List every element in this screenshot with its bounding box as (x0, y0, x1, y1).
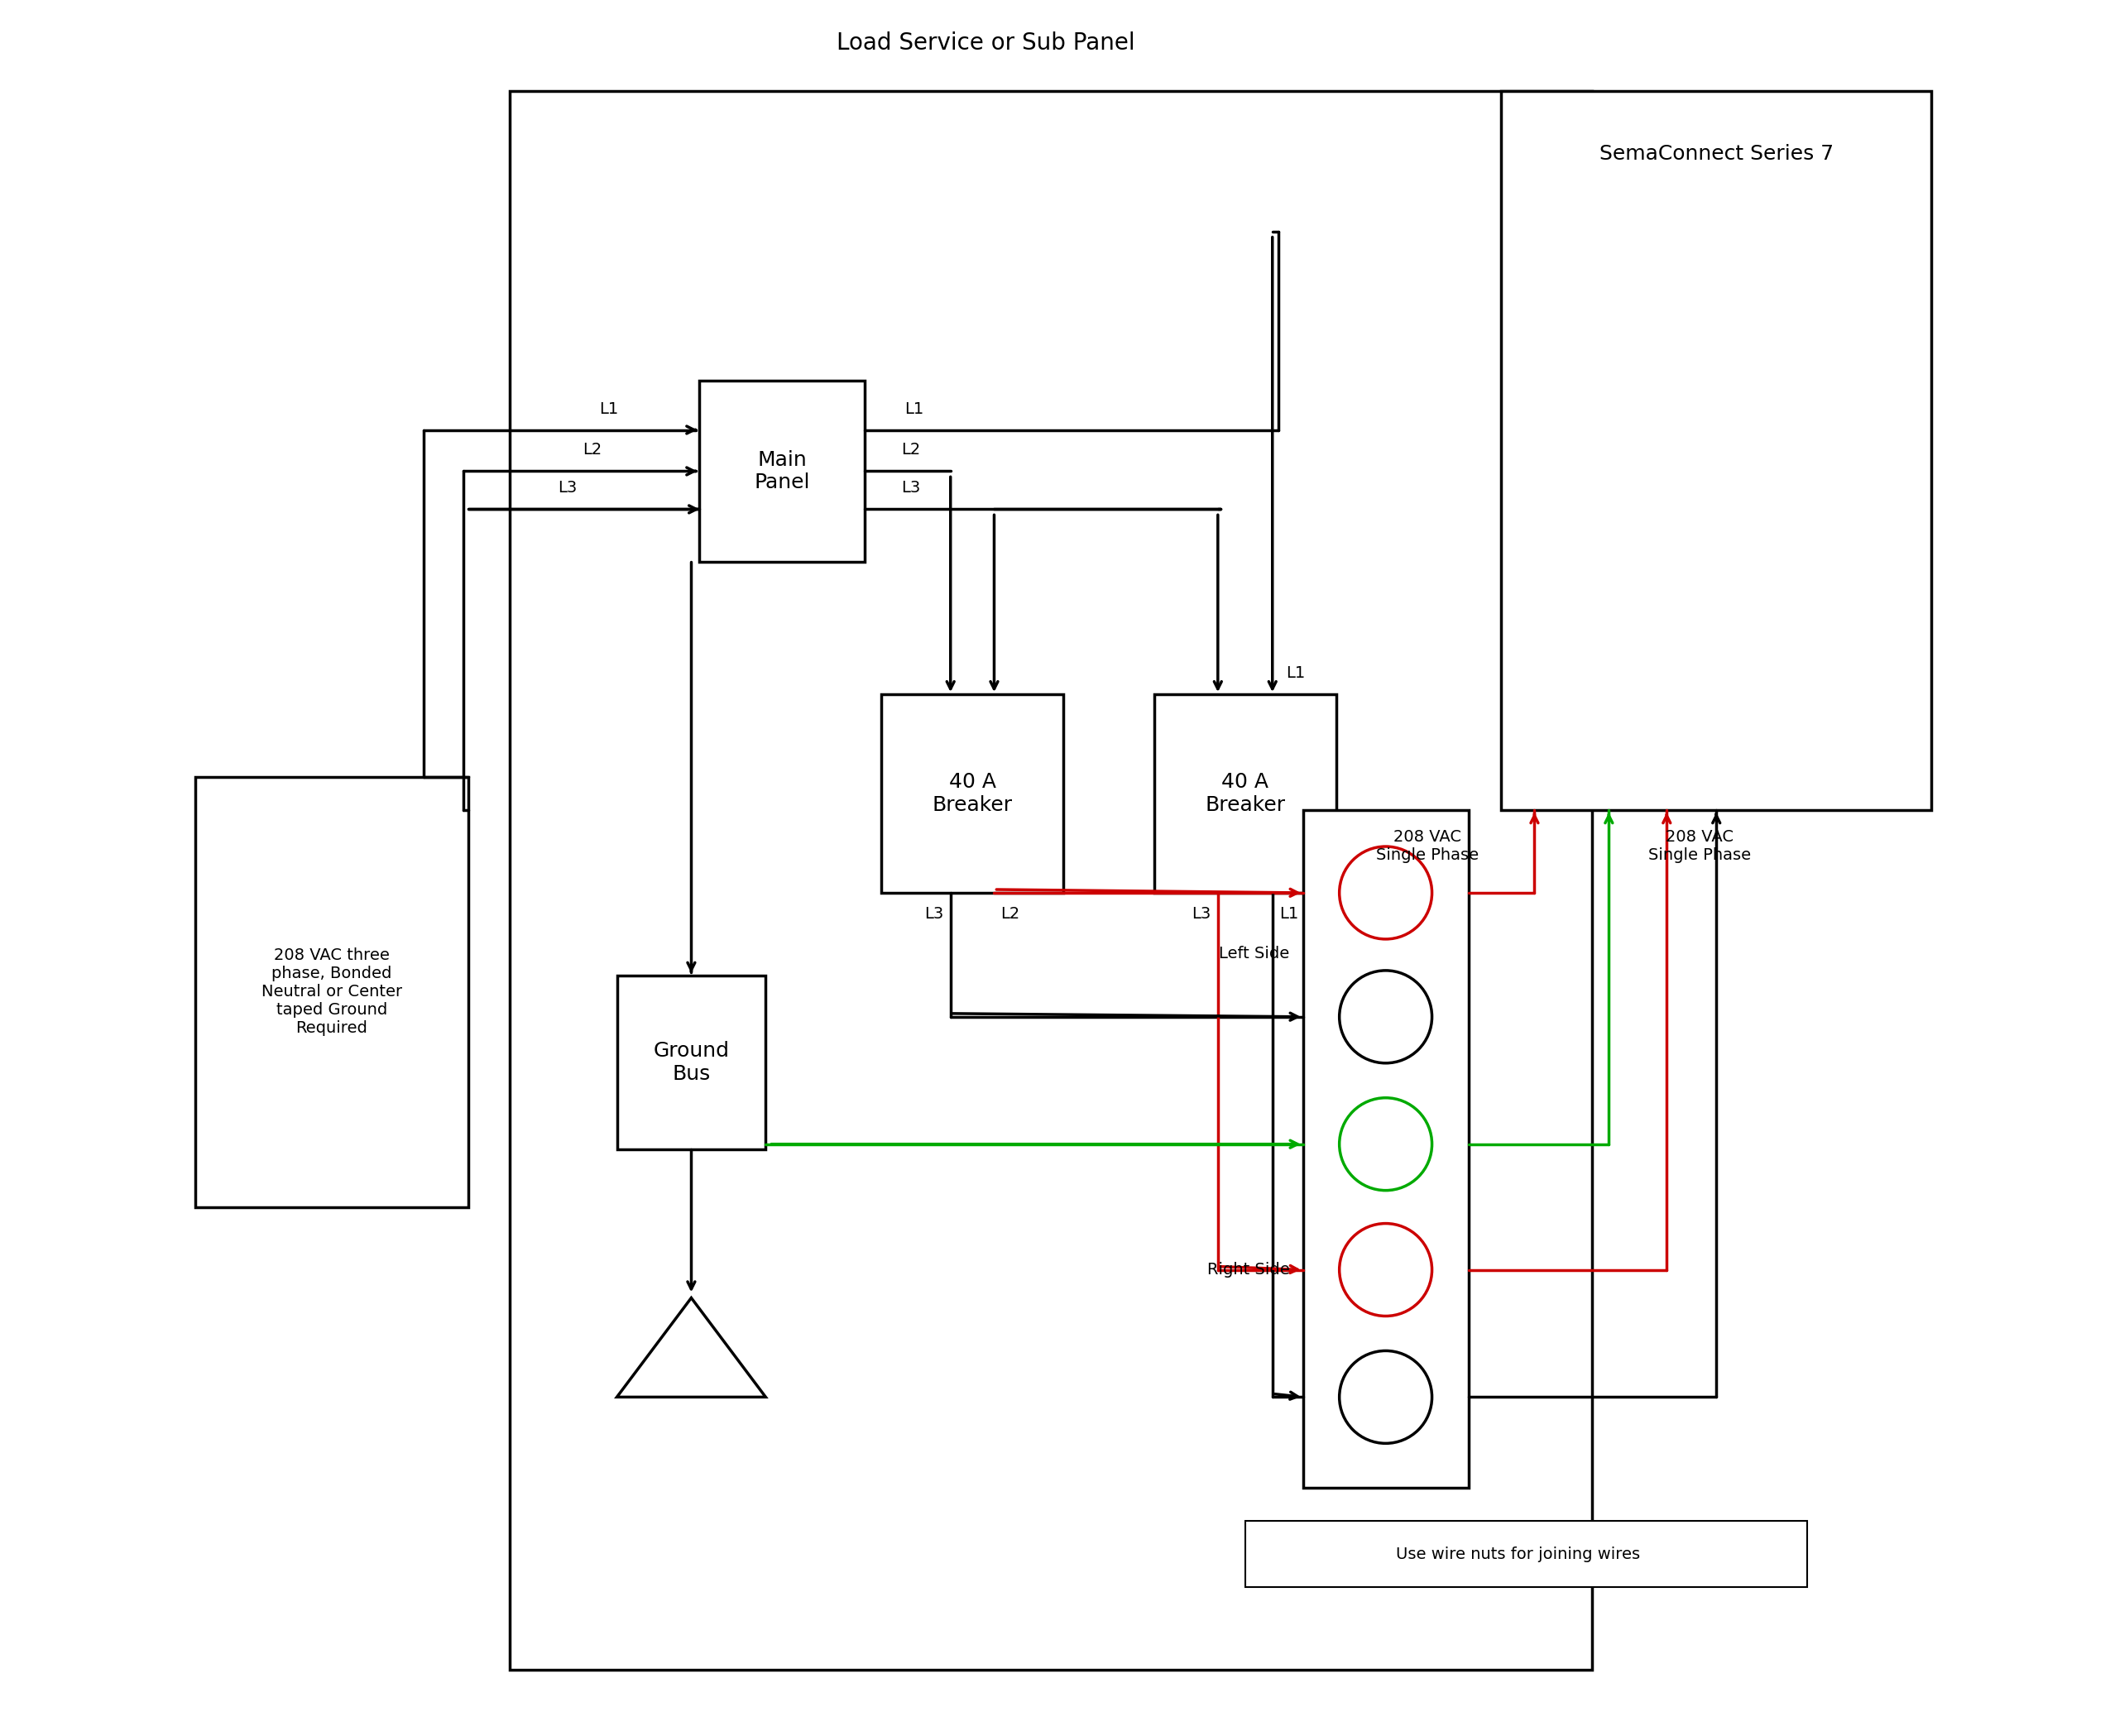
Text: Left Side: Left Side (1220, 946, 1289, 962)
Text: Ground
Bus: Ground Bus (654, 1042, 730, 1083)
Text: L3: L3 (924, 906, 943, 922)
Polygon shape (616, 1299, 766, 1397)
Text: 208 VAC
Single Phase: 208 VAC Single Phase (1376, 830, 1479, 863)
Text: 40 A
Breaker: 40 A Breaker (933, 773, 1013, 814)
Text: L3: L3 (557, 481, 576, 496)
Text: Right Side: Right Side (1207, 1262, 1289, 1278)
Circle shape (1340, 1351, 1433, 1443)
Bar (701, 380, 865, 562)
Circle shape (1340, 1224, 1433, 1316)
Text: L3: L3 (1192, 906, 1211, 922)
Circle shape (1340, 847, 1433, 939)
Text: L3: L3 (901, 481, 920, 496)
Text: Main
Panel: Main Panel (753, 450, 810, 493)
Text: 208 VAC
Single Phase: 208 VAC Single Phase (1648, 830, 1751, 863)
Bar (1502, 90, 1931, 811)
Bar (196, 778, 468, 1207)
Text: 208 VAC three
phase, Bonded
Neutral or Center
taped Ground
Required: 208 VAC three phase, Bonded Neutral or C… (262, 948, 403, 1036)
Text: L2: L2 (582, 443, 601, 458)
Text: L1: L1 (905, 401, 924, 417)
Text: 40 A
Breaker: 40 A Breaker (1205, 773, 1285, 814)
Bar (1245, 1521, 1808, 1587)
Circle shape (1340, 1097, 1433, 1191)
Bar (1304, 811, 1469, 1488)
Text: L1: L1 (1285, 665, 1304, 681)
Text: L1: L1 (1279, 906, 1298, 922)
Bar (509, 90, 1593, 1670)
Text: Load Service or Sub Panel: Load Service or Sub Panel (838, 31, 1135, 54)
Text: L2: L2 (901, 443, 920, 458)
Text: L2: L2 (1000, 906, 1019, 922)
Text: L1: L1 (599, 401, 618, 417)
Bar (616, 976, 766, 1149)
Bar (1154, 694, 1336, 892)
Bar (882, 694, 1063, 892)
Circle shape (1340, 970, 1433, 1062)
Text: Use wire nuts for joining wires: Use wire nuts for joining wires (1397, 1547, 1639, 1562)
Text: SemaConnect Series 7: SemaConnect Series 7 (1599, 144, 1834, 163)
